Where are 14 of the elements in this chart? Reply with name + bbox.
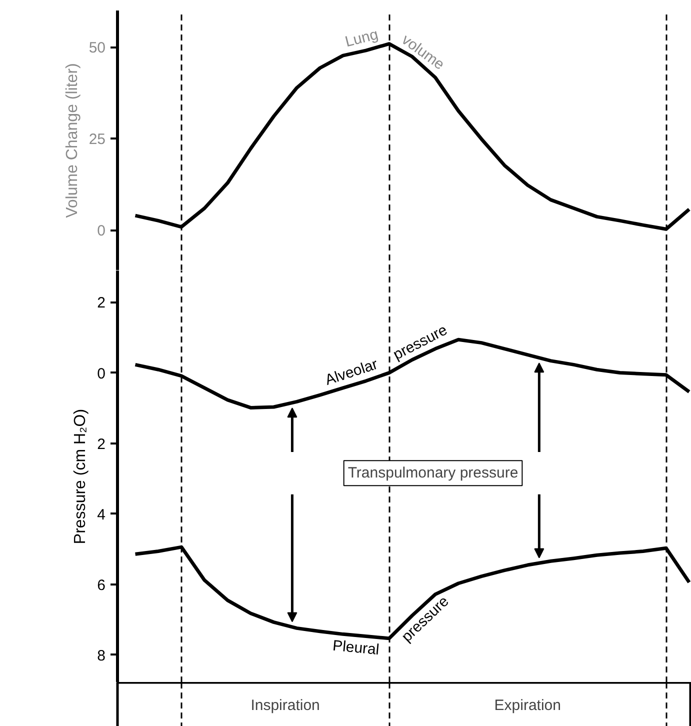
y-tick-label: 4 bbox=[97, 506, 106, 524]
y-tick-label: 8 bbox=[97, 647, 106, 664]
y-tick-label: 0 bbox=[97, 365, 106, 382]
y-tick-label: 25 bbox=[88, 131, 106, 148]
y-axis-title: Volume Change (liter) bbox=[64, 63, 81, 218]
y-tick-label: 0 bbox=[97, 222, 106, 240]
text: Expiration bbox=[494, 697, 561, 714]
y-tick-label: 2 bbox=[97, 436, 106, 453]
y-tick-label: 2 bbox=[97, 294, 106, 312]
text: Inspiration bbox=[250, 697, 320, 714]
y-axis-title: Pressure (cm H₂O) bbox=[72, 408, 90, 544]
y-tick-label: 6 bbox=[97, 576, 106, 594]
y-tick-label: 50 bbox=[88, 40, 106, 57]
annotation: Transpulmonary pressure bbox=[348, 464, 518, 482]
